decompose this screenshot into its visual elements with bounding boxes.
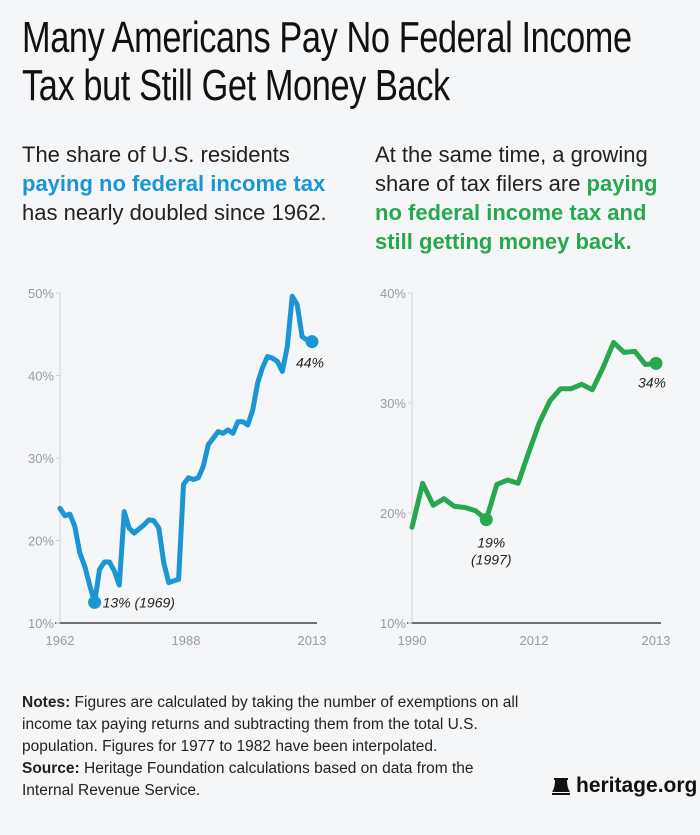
left-chart: 10% 20% 30% 40% 50% 1962 1988 2013 13% (1969) 44% — [28, 286, 326, 648]
right-chart: 10% 20% 30% 40% 1990 2012 2013 19%(1997) 34% — [380, 286, 670, 648]
notes-text: Figures are calculated by taking the num… — [22, 694, 519, 755]
x-tick-label: 2013 — [298, 633, 327, 648]
annotation-label: 13% (1969) — [103, 594, 175, 610]
annotation-label: 44% — [296, 355, 324, 371]
y-tick-label: 30% — [380, 396, 406, 411]
y-tick-label: 40% — [380, 286, 406, 301]
left-subtitle: The share of U.S. residents paying no fe… — [22, 140, 342, 227]
highlight-dot — [649, 356, 663, 370]
liberty-bell-icon — [552, 778, 570, 795]
source-text: Heritage Foundation calculations based o… — [22, 760, 474, 799]
left-subtitle-highlight: paying no federal income tax — [22, 171, 326, 196]
annotation-label: 19% — [477, 535, 505, 551]
annotation-label: 34% — [638, 374, 666, 390]
notes-label: Notes: — [22, 694, 71, 711]
y-tick-label: 50% — [28, 286, 54, 301]
highlight-dot — [305, 335, 319, 349]
chart-title: Many Americans Pay No Federal Income Tax… — [22, 14, 632, 110]
right-subtitle-highlight: paying no federal income tax and still g… — [375, 171, 658, 254]
y-tick-label: 10% — [380, 616, 406, 631]
notes: Notes: Figures are calculated by taking … — [22, 692, 522, 802]
y-tick-label: 40% — [28, 369, 54, 384]
highlight-dot — [479, 513, 493, 527]
y-tick-label: 30% — [28, 451, 54, 466]
series-line — [57, 293, 315, 605]
x-tick-label: 1988 — [172, 633, 201, 648]
right-subtitle: At the same time, a growing share of tax… — [375, 140, 685, 256]
x-tick-label: 2013 — [642, 633, 671, 648]
annotation-label-year: (1997) — [471, 552, 511, 568]
y-tick-label: 20% — [28, 534, 54, 549]
series-line — [409, 340, 659, 530]
left-subtitle-text: The share of U.S. residents — [22, 142, 290, 167]
x-tick-label: 1990 — [398, 633, 427, 648]
x-tick-label: 2012 — [520, 633, 549, 648]
title-line-2: Tax but Still Get Money Back — [22, 61, 450, 110]
right-subtitle-text: At the same time, a growing share of tax… — [375, 142, 648, 196]
y-tick-label: 20% — [380, 506, 406, 521]
left-subtitle-text-end: has nearly doubled since 1962. — [22, 200, 327, 225]
title-line-1: Many Americans Pay No Federal Income — [22, 13, 632, 62]
y-tick-label: 10% — [28, 616, 54, 631]
source-label: Source: — [22, 760, 80, 777]
logo-text: heritage.org — [576, 774, 698, 797]
heritage-logo: heritage.org — [552, 774, 697, 798]
x-tick-label: 1962 — [46, 633, 75, 648]
highlight-dot — [88, 595, 102, 609]
